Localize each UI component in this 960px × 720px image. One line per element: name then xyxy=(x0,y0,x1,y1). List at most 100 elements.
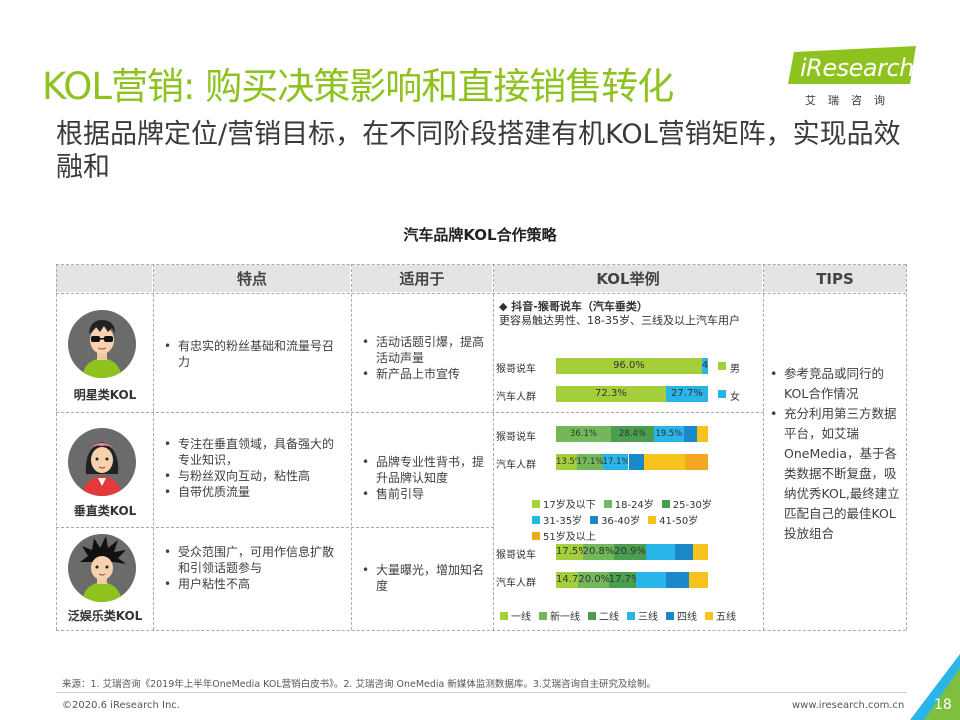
city-tier-legend: 一线 新一线 二线 三线 四线 五线 xyxy=(500,608,762,623)
legend-item: 25-30岁 xyxy=(661,496,712,511)
bar-segment xyxy=(688,572,708,588)
bar-segment: 17.5% xyxy=(556,544,583,560)
tips-list: 参考竞品或同行的KOL合作情况 充分利用第三方数据平台，如艾瑞OneMedia，… xyxy=(770,364,900,544)
entertainment-kol-avatar xyxy=(68,534,136,602)
feature-item: 与粉丝双向互动，粘性高 xyxy=(164,468,342,484)
logo-cn: 艾瑞咨询 xyxy=(805,94,897,107)
legend-label: 二线 xyxy=(599,612,619,623)
bar-segment: 17.1% xyxy=(576,454,603,470)
age-legend: 17岁及以下 18-24岁 25-30岁 31-35岁 36-40岁 41-50岁 51岁及… xyxy=(532,496,760,543)
legend-item: 31-35岁 xyxy=(532,512,582,527)
grid-line xyxy=(56,630,906,631)
suitable-list: 品牌专业性背书，提升品牌认知度 售前引导 xyxy=(362,454,488,502)
legend-item: 36-40岁 xyxy=(590,512,640,527)
bar-segment: 17.7% xyxy=(608,572,636,588)
header-cell-kol-example: KOL举例 xyxy=(494,265,762,292)
grid-line xyxy=(906,264,907,630)
feature-item: 受众范围广，可用作信息扩散和引领话题参与 xyxy=(164,544,342,576)
grid-line xyxy=(56,412,764,413)
bar-segment xyxy=(697,426,708,442)
legend-swatch xyxy=(718,390,726,398)
header-cell-blank xyxy=(56,265,152,292)
bar-segment xyxy=(645,544,675,560)
legend-label: 18-24岁 xyxy=(614,500,654,511)
legend-item: 18-24岁 xyxy=(603,496,654,511)
suitable-item: 大量曝光，增加知名度 xyxy=(362,562,488,594)
grid-line xyxy=(56,527,494,528)
header-cell-suitable: 适用于 xyxy=(352,265,492,292)
copyright: ©2020.6 iResearch Inc. xyxy=(62,700,180,711)
suitable-list: 大量曝光，增加知名度 xyxy=(362,562,488,594)
legend-swatch xyxy=(718,362,726,370)
legend-swatch xyxy=(666,611,674,620)
legend-label: 51岁及以上 xyxy=(543,532,596,543)
legend-swatch xyxy=(588,611,596,620)
legend-swatch xyxy=(539,611,547,620)
corner-decoration xyxy=(910,654,960,720)
chart-category-label: 汽车人群 xyxy=(496,392,536,403)
chart-category-label: 汽车人群 xyxy=(496,460,536,471)
bar-segment xyxy=(685,454,708,470)
feature-item: 专注在垂直领域，具备强大的专业知识， xyxy=(164,436,342,468)
legend-label: 25-30岁 xyxy=(672,500,712,511)
legend-item: 41-50岁 xyxy=(648,512,698,527)
header-cell-tips: TIPS xyxy=(764,265,906,292)
grid-line xyxy=(763,264,764,630)
tip-item: 参考竞品或同行的KOL合作情况 xyxy=(770,364,900,404)
legend-label: 31-35岁 xyxy=(543,516,583,527)
bar-segment: 20.0% xyxy=(578,572,609,588)
suitable-item: 品牌专业性背书，提升品牌认知度 xyxy=(362,454,488,486)
legend-swatch xyxy=(705,611,713,620)
bar-segment: 17.1% xyxy=(602,454,629,470)
example-heading: ◆ 抖音-猴哥说车（汽车垂类） xyxy=(499,300,648,313)
legend-item: 四线 xyxy=(666,608,697,623)
legend-label: 三线 xyxy=(638,612,658,623)
bar-segment: 72.3% xyxy=(556,386,666,402)
grid-line xyxy=(351,264,352,630)
chart-category-label: 猴哥说车 xyxy=(496,550,536,561)
grid-line xyxy=(493,264,494,630)
bar-segment xyxy=(628,454,645,470)
bar-segment: 28.4% xyxy=(610,426,655,442)
legend-swatch xyxy=(661,499,670,508)
suitable-item: 售前引导 xyxy=(362,486,488,502)
legend-item: 51岁及以上 xyxy=(532,528,596,543)
example-desc: 更容易触达男性、18-35岁、三线及以上汽车用户 xyxy=(499,314,740,327)
bar-segment xyxy=(666,572,689,588)
feature-item: 用户粘性不高 xyxy=(164,576,342,592)
logo-text: iResearch xyxy=(800,54,914,82)
page-subtitle: 根据品牌定位/营销目标，在不同阶段搭建有机KOL营销矩阵，实现品效融和 xyxy=(56,119,901,183)
tip-item: 充分利用第三方数据平台，如艾瑞OneMedia，基于各类数据不断复盘，吸纳优秀K… xyxy=(770,404,900,544)
bar-segment: 4.0% xyxy=(701,358,708,374)
legend-swatch xyxy=(532,531,540,540)
source-note: 来源：1. 艾瑞咨询《2019年上半年OneMedia KOL营销白皮书》。2.… xyxy=(62,679,656,690)
feature-list: 专注在垂直领域，具备强大的专业知识， 与粉丝双向互动，粘性高 自带优质流量 xyxy=(164,436,342,500)
grid-line xyxy=(56,264,57,630)
legend-label: 新一线 xyxy=(550,612,580,623)
bar-segment: 27.7% xyxy=(665,386,708,402)
bar-segment xyxy=(635,572,667,588)
gender-chart: 猴哥说车 96.0%4.0% 汽车人群 72.3%27.7% 男女 xyxy=(496,354,762,410)
suitable-item: 新产品上市宣传 xyxy=(362,366,488,382)
legend-swatch xyxy=(603,499,612,508)
city-tier-chart: 猴哥说车 17.5%20.8%20.9% 汽车人群 14.7%20.0%17.7% xyxy=(496,540,762,600)
legend-label: 女 xyxy=(730,392,740,403)
vertical-kol-avatar xyxy=(68,428,136,496)
legend-swatch xyxy=(627,611,635,620)
bar-segment xyxy=(683,426,698,442)
bar-segment: 14.7% xyxy=(556,572,579,588)
bar-segment xyxy=(674,544,694,560)
header-cell-features: 特点 xyxy=(154,265,350,292)
bar-segment: 19.5% xyxy=(654,426,684,442)
bar-segment: 20.8% xyxy=(582,544,615,560)
legend-item: 三线 xyxy=(627,608,658,623)
grid-line xyxy=(56,264,906,265)
bar-segment: 96.0% xyxy=(556,358,702,374)
legend-item: 17岁及以下 xyxy=(532,496,596,511)
website-link[interactable]: www.iresearch.com.cn xyxy=(792,700,905,711)
kol-label: 垂直类KOL xyxy=(73,504,137,518)
star-kol-avatar xyxy=(68,310,136,378)
bar-segment xyxy=(693,544,708,560)
feature-list: 有忠实的粉丝基础和流量号召力 xyxy=(164,338,342,370)
